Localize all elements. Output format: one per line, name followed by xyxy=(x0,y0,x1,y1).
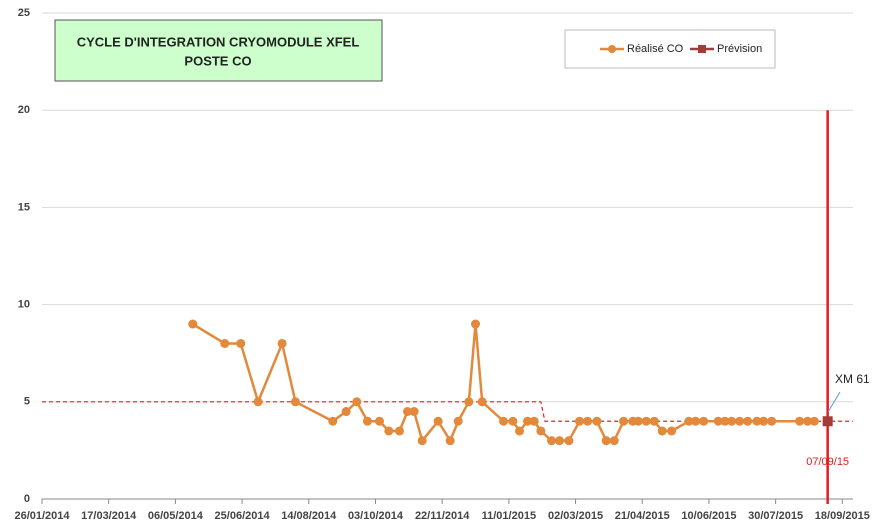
point xyxy=(362,416,372,426)
point xyxy=(809,416,819,426)
legend-label: Prévision xyxy=(717,43,762,55)
point xyxy=(417,436,427,446)
point xyxy=(795,416,805,426)
point xyxy=(619,416,629,426)
point xyxy=(547,436,557,446)
point xyxy=(220,338,230,348)
point xyxy=(657,426,667,436)
point xyxy=(691,416,701,426)
point xyxy=(575,416,585,426)
point xyxy=(384,426,394,436)
x-tick-label: 21/04/2015 xyxy=(615,510,670,522)
point xyxy=(720,416,730,426)
point xyxy=(402,407,412,417)
x-tick-label: 18/09/2015 xyxy=(815,510,870,522)
x-tick-label: 30/07/2015 xyxy=(748,510,803,522)
point xyxy=(803,416,813,426)
annotation: XM 61 xyxy=(835,372,870,386)
point xyxy=(352,397,362,407)
point xyxy=(667,426,677,436)
y-tick-label: 10 xyxy=(18,299,30,311)
x-tick-label: 17/03/2014 xyxy=(81,510,137,522)
y-tick-label: 15 xyxy=(18,201,30,213)
chart-title: CYCLE D'INTEGRATION CRYOMODULE XFEL xyxy=(77,34,360,49)
point xyxy=(555,436,565,446)
point xyxy=(277,338,287,348)
point xyxy=(471,319,481,329)
point xyxy=(394,426,404,436)
x-tick-label: 06/05/2014 xyxy=(148,510,204,522)
point xyxy=(290,397,300,407)
point xyxy=(477,397,487,407)
point xyxy=(735,416,745,426)
point xyxy=(609,436,619,446)
point xyxy=(699,416,709,426)
point xyxy=(633,416,643,426)
point xyxy=(684,416,694,426)
y-tick-label: 5 xyxy=(24,396,30,408)
point xyxy=(236,338,246,348)
point xyxy=(583,416,593,426)
point xyxy=(759,416,769,426)
point xyxy=(727,416,737,426)
y-tick-label: 25 xyxy=(18,7,30,19)
point xyxy=(743,416,753,426)
point xyxy=(564,436,574,446)
point xyxy=(536,426,546,436)
x-tick-label: 26/01/2014 xyxy=(14,510,70,522)
point xyxy=(529,416,539,426)
annotation-arrow xyxy=(827,391,841,413)
title-box xyxy=(54,19,383,82)
legend-marker xyxy=(608,45,616,53)
point xyxy=(601,436,611,446)
y-tick-label: 20 xyxy=(18,104,30,116)
point xyxy=(445,436,455,446)
point xyxy=(374,416,384,426)
point xyxy=(328,416,338,426)
point xyxy=(523,416,533,426)
y-tick-label: 0 xyxy=(24,493,30,505)
chart-title: POSTE CO xyxy=(184,53,251,68)
point xyxy=(409,407,419,417)
point xyxy=(433,416,443,426)
x-tick-label: 03/10/2014 xyxy=(348,510,404,522)
point xyxy=(515,426,525,436)
x-tick-label: 02/03/2015 xyxy=(548,510,603,522)
point xyxy=(752,416,762,426)
point xyxy=(341,407,351,417)
x-tick-label: 25/06/2014 xyxy=(215,510,271,522)
point xyxy=(649,416,659,426)
point xyxy=(499,416,509,426)
point xyxy=(453,416,463,426)
legend-label: Réalisé CO xyxy=(627,43,684,55)
x-tick-label: 11/01/2015 xyxy=(482,510,536,522)
point xyxy=(592,416,602,426)
x-tick-label: 10/06/2015 xyxy=(681,510,736,522)
point xyxy=(464,397,474,407)
point xyxy=(508,416,518,426)
x-tick-label: 22/11/2014 xyxy=(415,510,470,522)
marker-label: 07/09/15 xyxy=(806,456,849,468)
point xyxy=(253,397,263,407)
point xyxy=(188,319,198,329)
point xyxy=(641,416,651,426)
point xyxy=(767,416,777,426)
point xyxy=(713,416,723,426)
legend-marker xyxy=(698,45,706,53)
x-tick-label: 14/08/2014 xyxy=(281,510,337,522)
point xyxy=(822,416,833,427)
